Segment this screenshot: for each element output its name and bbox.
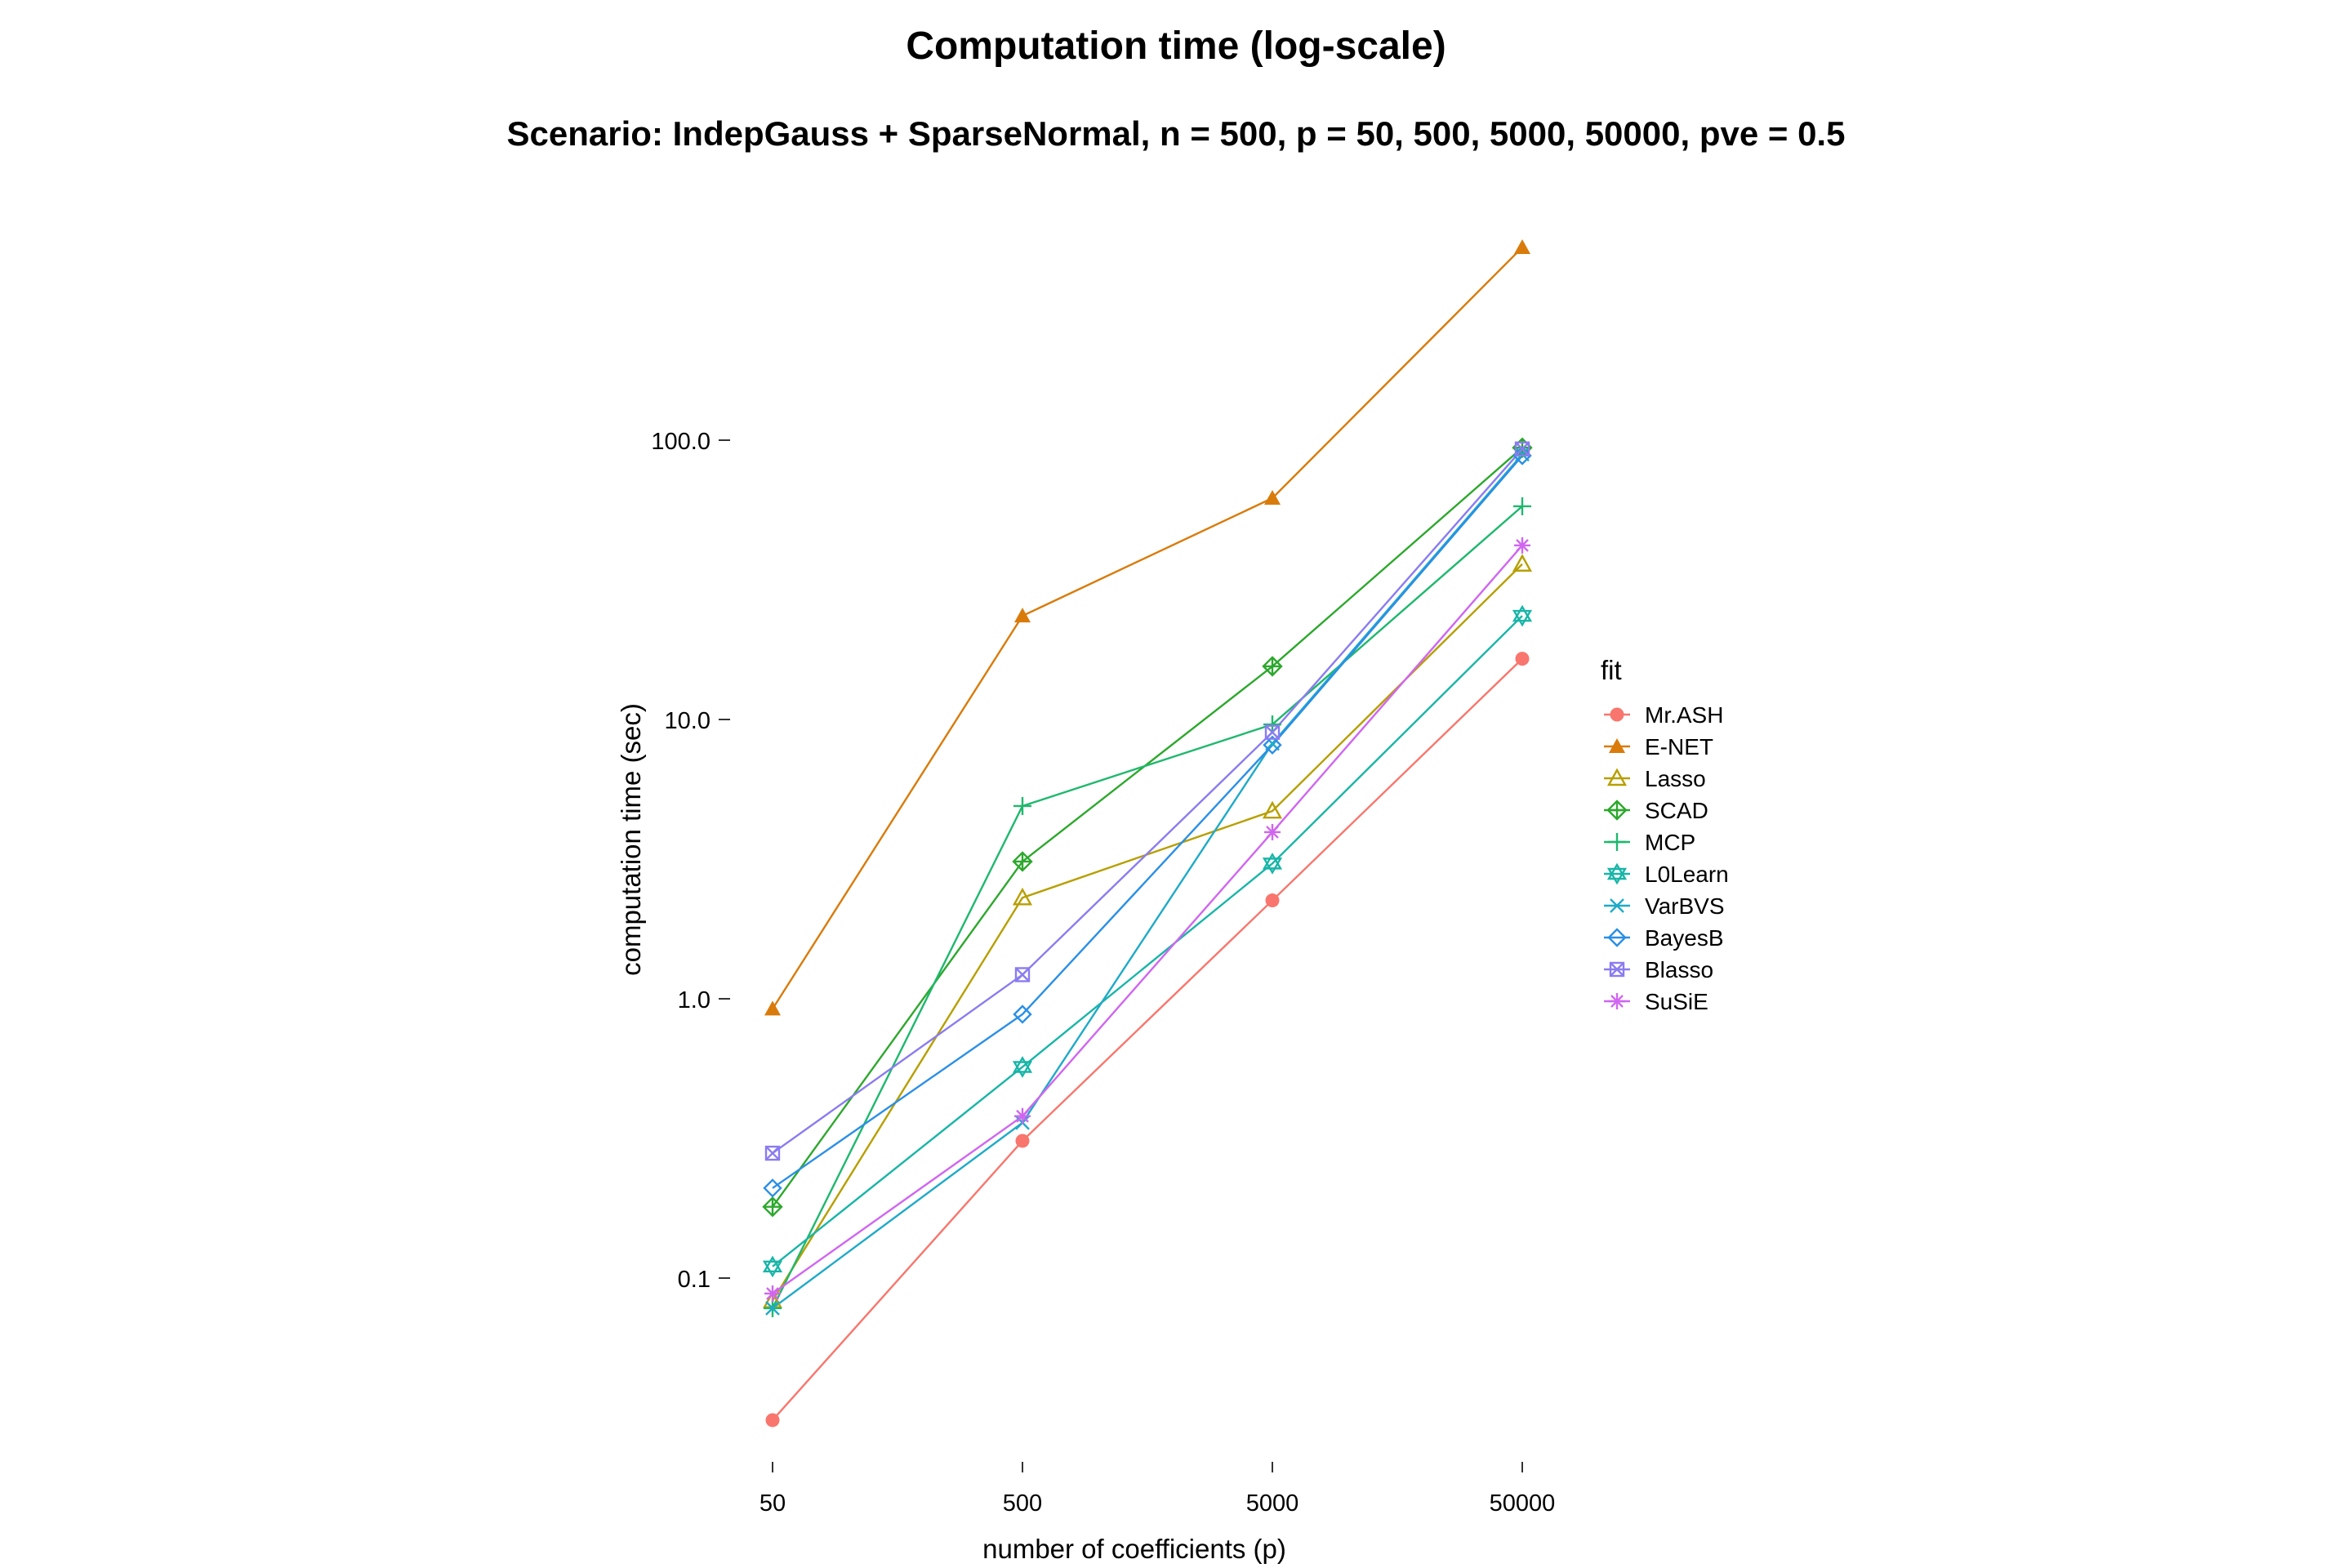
legend: fit Mr.ASH E-NET Lasso SCAD MCP L0Learn VarBVS… <box>1601 655 1729 1014</box>
series-line-susie <box>772 545 1523 1294</box>
legend-key-marker <box>1608 833 1626 851</box>
legend-key-marker <box>1609 961 1625 978</box>
data-point-mr-ash <box>1015 1134 1030 1148</box>
data-point-lasso <box>1262 800 1283 819</box>
data-point-blasso <box>1514 441 1530 457</box>
series-line-mcp <box>771 506 1523 1309</box>
x-tick-label: 500 <box>1003 1490 1042 1517</box>
legend-key-marker <box>1610 898 1624 913</box>
data-point-l0learn <box>1512 604 1533 627</box>
data-point-bayesb <box>1263 735 1282 755</box>
legend-item-l0learn: L0Learn <box>1604 862 1729 887</box>
data-point-mr-ash <box>765 1413 780 1428</box>
legend-key-marker <box>1609 738 1625 753</box>
y-tick-label: 0.1 <box>678 1267 710 1293</box>
data-point-susie <box>764 1285 781 1302</box>
legend-label: SCAD <box>1645 798 1708 823</box>
legend-item-bayesb: BayesB <box>1604 925 1724 951</box>
chart-title: Computation time (log-scale) <box>906 24 1446 68</box>
y-tick-label: 100.0 <box>651 429 710 455</box>
data-point-l0learn <box>1012 1056 1033 1078</box>
data-point-varbvs <box>765 1301 780 1316</box>
series-line-blasso <box>772 448 1523 1155</box>
data-point-e-net <box>1264 490 1281 506</box>
series-line-varbvs <box>772 453 1523 1309</box>
data-point-blasso <box>1264 724 1281 740</box>
x-tick-label: 50000 <box>1490 1490 1556 1517</box>
chart-subtitle: Scenario: IndepGauss + SparseNormal, n =… <box>507 114 1846 153</box>
y-axis-title: computation time (sec) <box>616 703 646 976</box>
data-point-e-net <box>1514 238 1530 254</box>
legend-key-marker <box>1606 768 1628 786</box>
data-point-bayesb <box>763 1178 782 1198</box>
legend-item-scad: SCAD <box>1604 798 1708 823</box>
y-tick-label: 1.0 <box>678 987 710 1013</box>
data-point-e-net <box>764 1000 781 1016</box>
data-point-lasso <box>1012 887 1033 906</box>
data-point-blasso <box>764 1145 781 1161</box>
legend-title: fit <box>1601 655 1622 685</box>
legend-key-marker <box>1606 862 1628 885</box>
legend-item-lasso: Lasso <box>1604 766 1706 791</box>
legend-item-mcp: MCP <box>1604 830 1695 855</box>
legend-label: Lasso <box>1645 766 1706 791</box>
data-point-mr-ash <box>1515 652 1530 666</box>
data-point-l0learn <box>1262 853 1283 875</box>
data-point-bayesb <box>1512 446 1532 466</box>
data-point-mr-ash <box>1265 893 1280 908</box>
data-point-scad <box>762 1196 783 1218</box>
y-tick-label: 10.0 <box>665 708 710 734</box>
y-axis: 0.1 1.0 10.0 100.0 <box>651 429 730 1293</box>
legend-key-marker <box>1606 800 1628 821</box>
series-points <box>762 238 1533 1428</box>
series-line-bayesb <box>772 455 1523 1189</box>
data-point-bayesb <box>1013 1004 1032 1024</box>
data-point-susie <box>1014 1107 1031 1125</box>
data-point-l0learn <box>762 1255 783 1278</box>
data-point-blasso <box>1014 967 1031 982</box>
legend-label: Blasso <box>1645 957 1713 982</box>
legend-item-mr-ash: Mr.ASH <box>1604 702 1723 728</box>
data-point-mcp <box>1013 796 1031 815</box>
legend-label: SuSiE <box>1645 989 1708 1014</box>
legend-label: L0Learn <box>1645 862 1729 887</box>
legend-item-e-net: E-NET <box>1604 734 1713 760</box>
series-line-l0learn <box>772 615 1523 1267</box>
data-point-scad <box>1012 851 1033 872</box>
x-axis: 50 500 5000 50000 <box>760 1462 1555 1517</box>
series-lines <box>771 247 1523 1421</box>
x-tick-label: 5000 <box>1246 1490 1299 1517</box>
series-line-mr-ash <box>772 657 1523 1421</box>
data-point-susie <box>1264 823 1281 840</box>
legend-item-blasso: Blasso <box>1604 957 1713 982</box>
legend-label: Mr.ASH <box>1645 702 1723 728</box>
legend-key-marker <box>1609 993 1625 1009</box>
data-point-mcp <box>1513 497 1531 515</box>
legend-key-marker <box>1610 707 1624 722</box>
series-line-scad <box>772 447 1523 1208</box>
legend-label: MCP <box>1645 830 1695 855</box>
x-tick-label: 50 <box>760 1490 786 1517</box>
x-axis-title: number of coefficients (p) <box>982 1534 1286 1564</box>
legend-key-marker <box>1607 928 1627 947</box>
data-point-scad <box>1262 656 1283 677</box>
legend-label: BayesB <box>1645 925 1724 951</box>
legend-item-varbvs: VarBVS <box>1604 893 1725 919</box>
data-point-lasso <box>1512 554 1533 572</box>
data-point-mcp <box>1263 715 1281 734</box>
legend-label: E-NET <box>1645 734 1713 760</box>
data-point-susie <box>1514 537 1530 554</box>
legend-label: VarBVS <box>1645 893 1725 919</box>
legend-item-susie: SuSiE <box>1604 989 1708 1014</box>
data-point-e-net <box>1014 608 1031 623</box>
series-line-e-net <box>771 247 1523 1010</box>
